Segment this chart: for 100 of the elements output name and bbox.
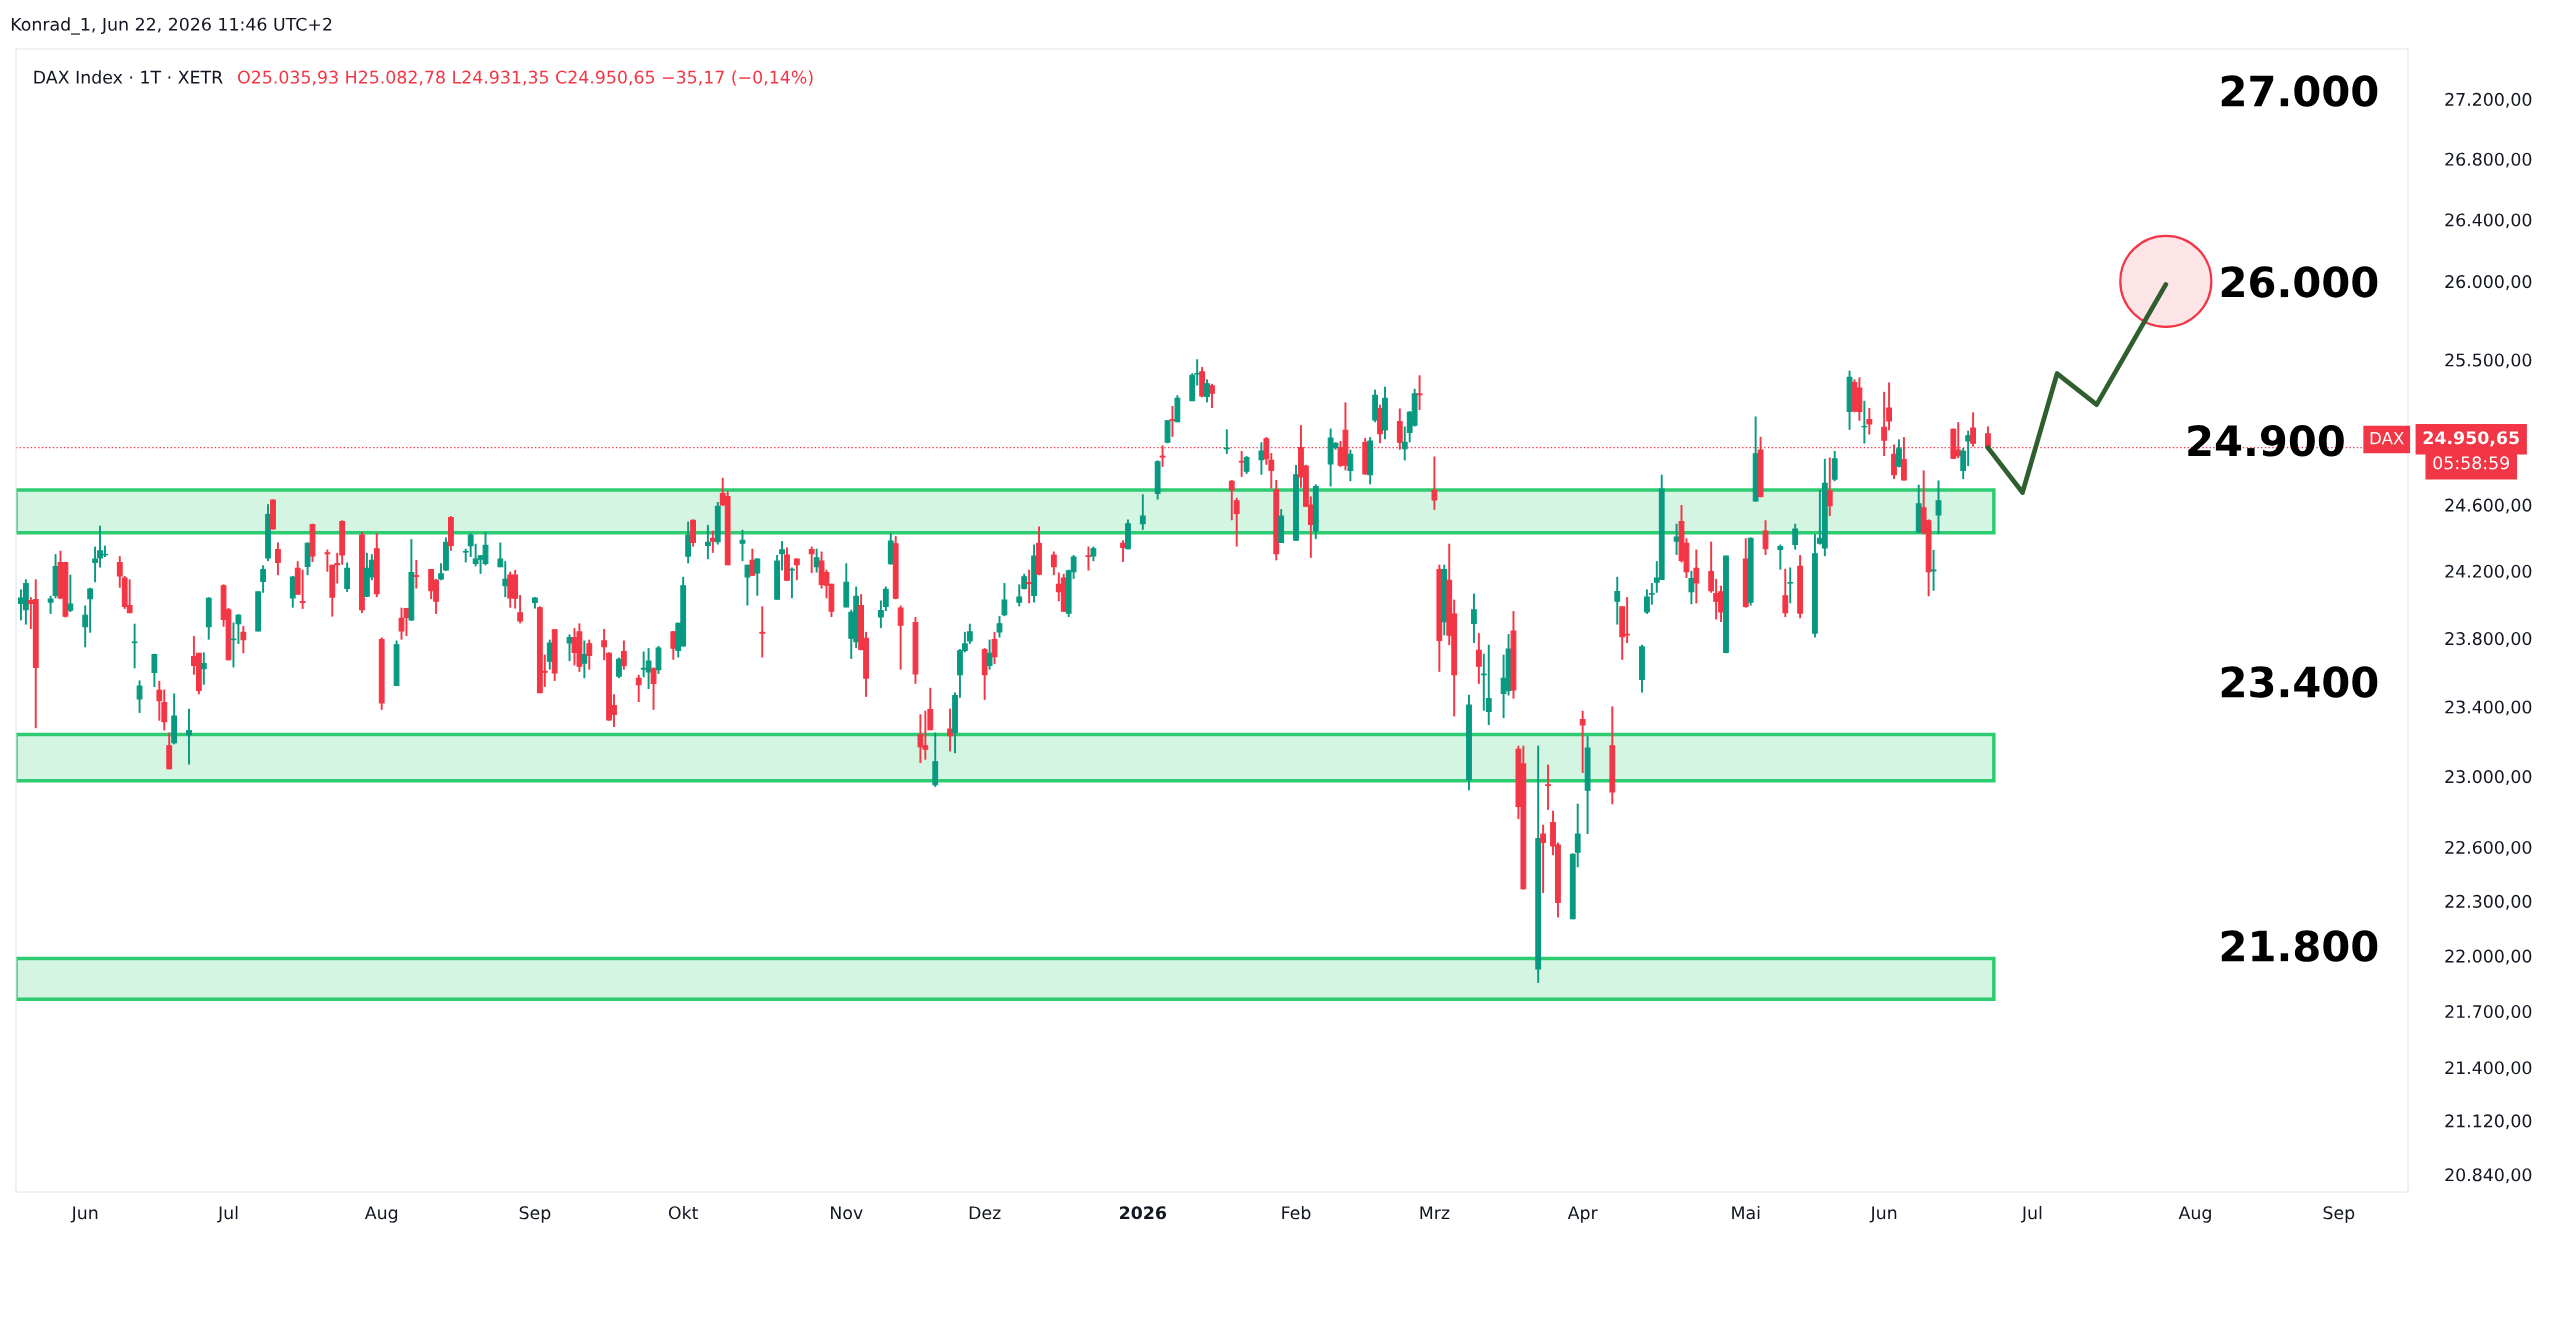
- candlestick: [1431, 455, 1438, 511]
- candlestick: [1782, 567, 1789, 618]
- candlestick: [151, 652, 158, 688]
- candlestick: [655, 644, 662, 675]
- candlestick: [932, 731, 939, 788]
- candlestick: [1001, 582, 1008, 618]
- candlestick: [1026, 568, 1033, 605]
- candlestick: [299, 568, 306, 610]
- candlestick: [1777, 543, 1784, 571]
- y-tick-label: 26.400,00: [2445, 213, 2532, 229]
- y-tick-label: 21.400,00: [2445, 1061, 2532, 1077]
- x-tick-label: Okt: [668, 1205, 699, 1220]
- candlestick: [616, 656, 622, 680]
- y-tick-label: 26.000,00: [2445, 275, 2532, 290]
- annotation: 26.000: [2221, 266, 2378, 298]
- text: 05:58:59: [2433, 456, 2509, 470]
- candlestick: [275, 541, 281, 577]
- x-tick-label: Dez: [969, 1206, 1001, 1220]
- y-tick-label: 25.500,00: [2445, 353, 2532, 369]
- y-tick-label: 22.600,00: [2445, 840, 2532, 856]
- candlestick: [1545, 763, 1551, 811]
- candlestick: [200, 651, 207, 686]
- candlestick: [166, 731, 173, 771]
- candlestick: [1896, 438, 1902, 469]
- candlestick: [739, 528, 746, 563]
- candlestick: [620, 639, 627, 671]
- candlestick: [186, 707, 192, 766]
- x-tick-label: Feb: [1282, 1205, 1311, 1220]
- candlestick: [1826, 456, 1833, 518]
- candlestick: [1930, 548, 1937, 592]
- candlestick: [685, 520, 692, 565]
- chart-title: Konrad_1, Jun 22, 2026 11:46 UTC+2: [11, 17, 332, 35]
- candlestick: [1792, 522, 1799, 551]
- candlestick: [581, 639, 588, 680]
- y-tick-label: 20.840,00: [2445, 1168, 2532, 1184]
- y-tick-label: 24.200,00: [2445, 564, 2532, 580]
- annotation: 21.800: [2221, 930, 2378, 962]
- y-tick-label: 23.800,00: [2445, 632, 2532, 647]
- x-tick-label: Aug: [364, 1206, 398, 1223]
- candlestick: [754, 557, 761, 597]
- x-tick-label: Jun: [1869, 1206, 1897, 1223]
- y-tick-label: 26.800,00: [2445, 152, 2532, 168]
- candlestick: [304, 541, 311, 577]
- y-tick-label: 21.120,00: [2445, 1114, 2532, 1130]
- candlestick: [670, 630, 677, 661]
- ref-line-label: 24.950,65: [2423, 431, 2519, 447]
- annotation: DAX: [2370, 432, 2404, 445]
- x-tick-label: 2026: [1120, 1206, 1167, 1220]
- candlestick: [1238, 450, 1245, 478]
- candlestick: [996, 615, 1003, 639]
- candlestick: [344, 561, 351, 593]
- y-tick-label: 23.400,00: [2445, 700, 2532, 716]
- candlestick: [1762, 519, 1769, 556]
- candlestick: [1579, 709, 1586, 774]
- x-tick-label: Sep: [2323, 1206, 2355, 1223]
- y-tick-label: 22.300,00: [2445, 894, 2532, 910]
- candlestick: [749, 547, 756, 577]
- candlestick: [1471, 592, 1477, 645]
- candlestick: [650, 666, 657, 711]
- candlestick: [1139, 493, 1146, 531]
- annotation: O25.035,93 H25.082,78 L24.931,35 C24.950,65 −35,17 (−0,14%): [238, 70, 813, 86]
- candlestick: [1866, 407, 1873, 436]
- candlestick: [947, 707, 953, 753]
- candlestick: [1787, 566, 1794, 605]
- candlestick: [1258, 441, 1265, 476]
- candlestick: [1223, 428, 1230, 455]
- candlestick: [897, 604, 904, 671]
- y-tick-label: 21.700,00: [2445, 1004, 2532, 1020]
- x-tick-label: Jul: [217, 1205, 238, 1223]
- candlestick: [991, 630, 998, 665]
- candlestick: [813, 547, 820, 574]
- line-series: [1985, 282, 2169, 495]
- x-tick-label: Nov: [831, 1206, 863, 1220]
- candlestick: [1416, 374, 1423, 412]
- candlestick: [1085, 545, 1092, 572]
- candlestick: [986, 638, 993, 671]
- candlestick: [126, 578, 133, 615]
- candlestick: [1475, 632, 1482, 685]
- candlestick: [1540, 823, 1547, 894]
- candlestick: [240, 624, 247, 655]
- candlestick: [1050, 550, 1057, 577]
- candlestick: [1347, 448, 1354, 483]
- candlestick: [635, 673, 642, 704]
- x-tick-label: Mrz: [1420, 1206, 1450, 1220]
- candlestick: [704, 523, 711, 561]
- y-tick-label: 22.000,00: [2445, 949, 2532, 965]
- candlestick: [1209, 382, 1215, 409]
- candlestick: [1614, 575, 1621, 626]
- candlestick: [1970, 411, 1976, 448]
- candlestick: [546, 638, 553, 671]
- candlestick: [1935, 479, 1942, 536]
- candlestick: [1174, 394, 1181, 424]
- candlestick: [47, 594, 54, 615]
- candlestick: [789, 566, 795, 600]
- annotation: 24.900: [2188, 425, 2344, 457]
- candlestick: [67, 573, 74, 613]
- candlestick: [586, 638, 593, 671]
- candlestick: [759, 605, 766, 659]
- candlestick: [1688, 569, 1695, 606]
- candlestick: [1673, 522, 1680, 556]
